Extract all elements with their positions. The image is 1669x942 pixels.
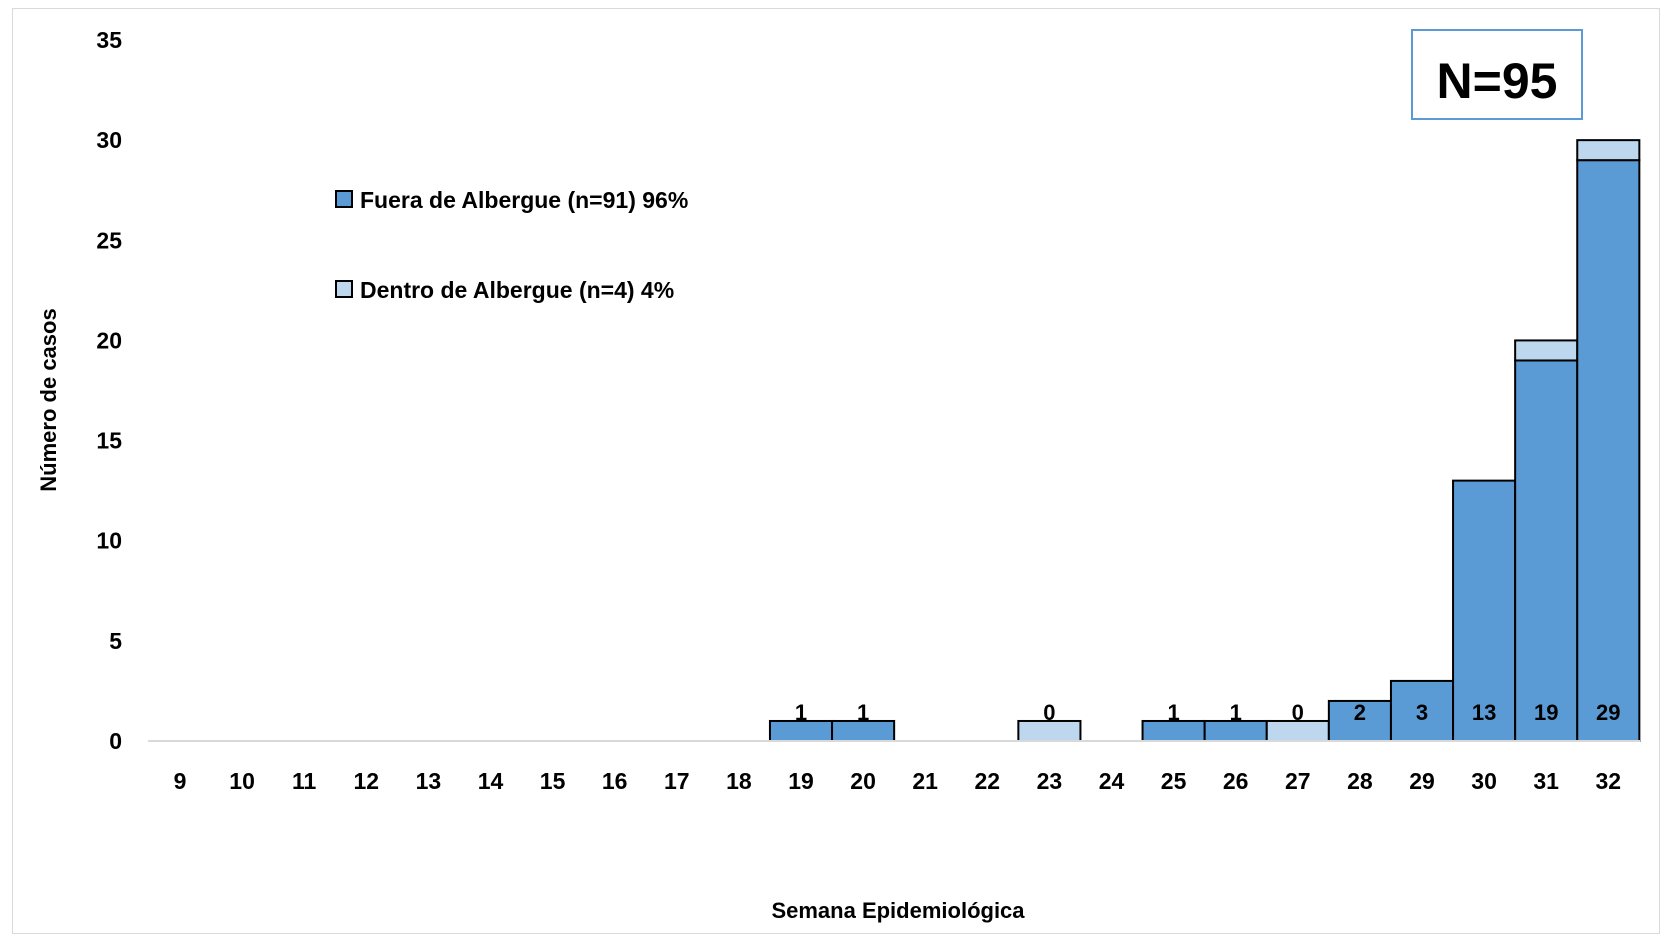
y-tick-label: 5 <box>109 628 122 654</box>
bar-data-label: 3 <box>1416 700 1428 725</box>
legend-label: Fuera de Albergue (n=91) 96% <box>360 187 688 213</box>
x-tick-label: 31 <box>1533 768 1559 794</box>
bar-data-label: 1 <box>1167 700 1179 725</box>
x-tick-label: 12 <box>354 768 380 794</box>
legend-swatch <box>335 280 353 298</box>
x-tick-label: 19 <box>788 768 814 794</box>
bar-fuera-de-albergue <box>1514 359 1579 742</box>
x-tick-labels: 9 10 11 12 13 14 15 16 17 18 19 20 21 22 23 24 25 26 27 28 2… <box>174 768 1621 794</box>
data-labels-layer: 1 1 0 1 1 0 2 3 13 19 29 <box>795 700 1621 725</box>
total-cases-annotation: N=95 <box>1411 29 1583 120</box>
legend-label: Dentro de Albergue (n=4) 4% <box>360 277 674 303</box>
bar-data-label: 2 <box>1354 700 1366 725</box>
x-tick-label: 30 <box>1471 768 1497 794</box>
x-tick-label: 21 <box>912 768 938 794</box>
x-tick-label: 14 <box>478 768 504 794</box>
bars-layer <box>768 139 1641 743</box>
chart-frame <box>12 8 1660 934</box>
y-tick-label: 25 <box>96 227 122 253</box>
x-tick-label: 11 <box>292 768 317 794</box>
x-axis-title: Semana Epidemiológica <box>771 898 1025 923</box>
y-tick-label: 0 <box>109 728 122 754</box>
y-tick-labels: 0 5 10 15 20 25 30 35 <box>96 27 122 754</box>
x-tick-label: 10 <box>229 768 255 794</box>
y-tick-label: 15 <box>96 428 122 454</box>
bar-data-label: 13 <box>1472 700 1496 725</box>
x-tick-label: 22 <box>975 768 1001 794</box>
x-tick-label: 18 <box>726 768 752 794</box>
x-tick-label: 23 <box>1037 768 1063 794</box>
y-tick-label: 20 <box>96 327 122 353</box>
legend-swatch <box>335 190 353 208</box>
bar-data-label: 0 <box>1292 700 1304 725</box>
total-cases-text: N=95 <box>1437 53 1558 109</box>
bar-dentro-de-albergue <box>1514 339 1579 362</box>
bar-data-label: 0 <box>1043 700 1055 725</box>
legend: Fuera de Albergue (n=91) 96% Dentro de Al… <box>335 187 688 303</box>
y-tick-label: 30 <box>96 127 122 153</box>
x-tick-label: 17 <box>664 768 690 794</box>
y-tick-label: 10 <box>96 528 122 554</box>
bar-data-label: 1 <box>795 700 807 725</box>
x-tick-label: 20 <box>850 768 876 794</box>
x-tick-label: 26 <box>1223 768 1249 794</box>
x-tick-label: 28 <box>1347 768 1373 794</box>
x-tick-label: 25 <box>1161 768 1187 794</box>
bar-data-label: 1 <box>1230 700 1242 725</box>
x-tick-label: 27 <box>1285 768 1311 794</box>
bar-fuera-de-albergue <box>1452 479 1517 742</box>
bar-data-label: 1 <box>857 700 869 725</box>
bar-dentro-de-albergue <box>1576 139 1641 162</box>
x-tick-label: 15 <box>540 768 566 794</box>
bar-fuera-de-albergue <box>1327 699 1392 743</box>
bar-fuera-de-albergue <box>1576 159 1641 742</box>
x-tick-label: 16 <box>602 768 628 794</box>
x-tick-label: 32 <box>1596 768 1622 794</box>
x-tick-label: 13 <box>416 768 442 794</box>
bar-data-label: 29 <box>1596 700 1620 725</box>
y-axis-title: Número de casos <box>36 308 61 491</box>
bar-data-label: 19 <box>1534 700 1558 725</box>
total-cases-box <box>1411 29 1583 120</box>
x-tick-label: 29 <box>1409 768 1435 794</box>
x-tick-label: 24 <box>1099 768 1125 794</box>
y-tick-label: 35 <box>96 27 122 53</box>
x-tick-label: 9 <box>174 768 187 794</box>
